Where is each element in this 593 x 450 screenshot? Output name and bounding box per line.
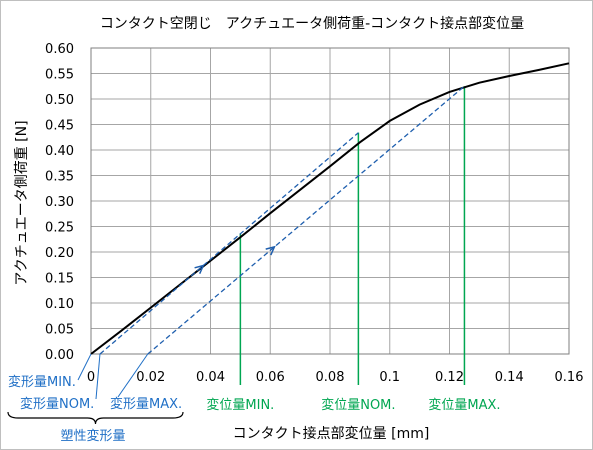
deformation-leader-line	[77, 353, 92, 381]
y-tick-label: 0.05	[45, 323, 74, 338]
displacement-marker-label: 変位量NOM.	[321, 397, 395, 413]
plastic-deformation-bracket	[7, 411, 184, 425]
displacement-marker-label: 変位量MIN.	[206, 397, 274, 413]
direction-arrow	[265, 245, 276, 256]
x-axis-label: コンタクト接点部変位量 [mm]	[233, 425, 430, 442]
y-tick-labels: 0.00 0.05 0.10 0.15 0.20 0.25 0.30 0.35 0.40 0.45…	[45, 42, 74, 363]
y-tick-label: 0.20	[45, 246, 74, 261]
y-tick-label: 0.55	[45, 68, 74, 83]
plastic-deformation-label: 塑性変形量	[60, 428, 125, 444]
deformation-labels: 変形量MIN. 変形量NOM. 変形量MAX.	[7, 353, 184, 425]
deformation-leader-line	[117, 353, 149, 398]
y-tick-label: 0.00	[45, 348, 74, 363]
dashed-return-line	[99, 132, 359, 355]
x-tick-label: 0.16	[555, 370, 584, 385]
y-tick-label: 0.15	[45, 272, 74, 287]
y-tick-label: 0.35	[45, 170, 74, 185]
y-tick-label: 0.40	[45, 144, 74, 159]
direction-arrow	[194, 264, 205, 275]
x-tick-labels: 0 0.02 0.04 0.06 0.08 0.1 0.12 0.14 0.16	[87, 370, 584, 385]
y-tick-label: 0.10	[45, 297, 74, 312]
y-tick-label: 0.30	[45, 195, 74, 210]
x-tick-label: 0.02	[136, 370, 165, 385]
deformation-leader-line	[95, 353, 101, 400]
y-tick-label: 0.25	[45, 221, 74, 236]
load-curve	[90, 62, 570, 355]
chart-title: コンタクト空閉じ アクチュエータ側荷重-コンタクト接点部変位量	[100, 15, 524, 32]
grid	[90, 47, 570, 355]
deformation-label: 変形量MIN.	[8, 374, 76, 390]
deformation-label: 変形量MAX.	[110, 396, 182, 412]
x-tick-label: 0.14	[495, 370, 524, 385]
x-tick-label: 0.1	[379, 370, 400, 385]
y-tick-label: 0.60	[45, 42, 74, 57]
x-tick-label: 0	[87, 370, 95, 385]
plot-area-border	[90, 47, 570, 355]
displacement-markers: 変位量MIN. 変位量NOM. 変位量MAX.	[206, 86, 501, 413]
y-tick-label: 0.50	[45, 93, 74, 108]
series-layer	[90, 62, 570, 355]
x-tick-label: 0.12	[435, 370, 464, 385]
dashed-return-line	[147, 85, 465, 355]
y-axis-label: アクチュエータ側荷重 [N]	[14, 120, 30, 285]
x-tick-label: 0.06	[256, 370, 285, 385]
x-tick-label: 0.08	[316, 370, 345, 385]
y-tick-label: 0.45	[45, 119, 74, 134]
deformation-label: 変形量NOM.	[20, 396, 94, 412]
displacement-marker-label: 変位量MAX.	[428, 397, 500, 413]
x-tick-label: 0.04	[196, 370, 225, 385]
